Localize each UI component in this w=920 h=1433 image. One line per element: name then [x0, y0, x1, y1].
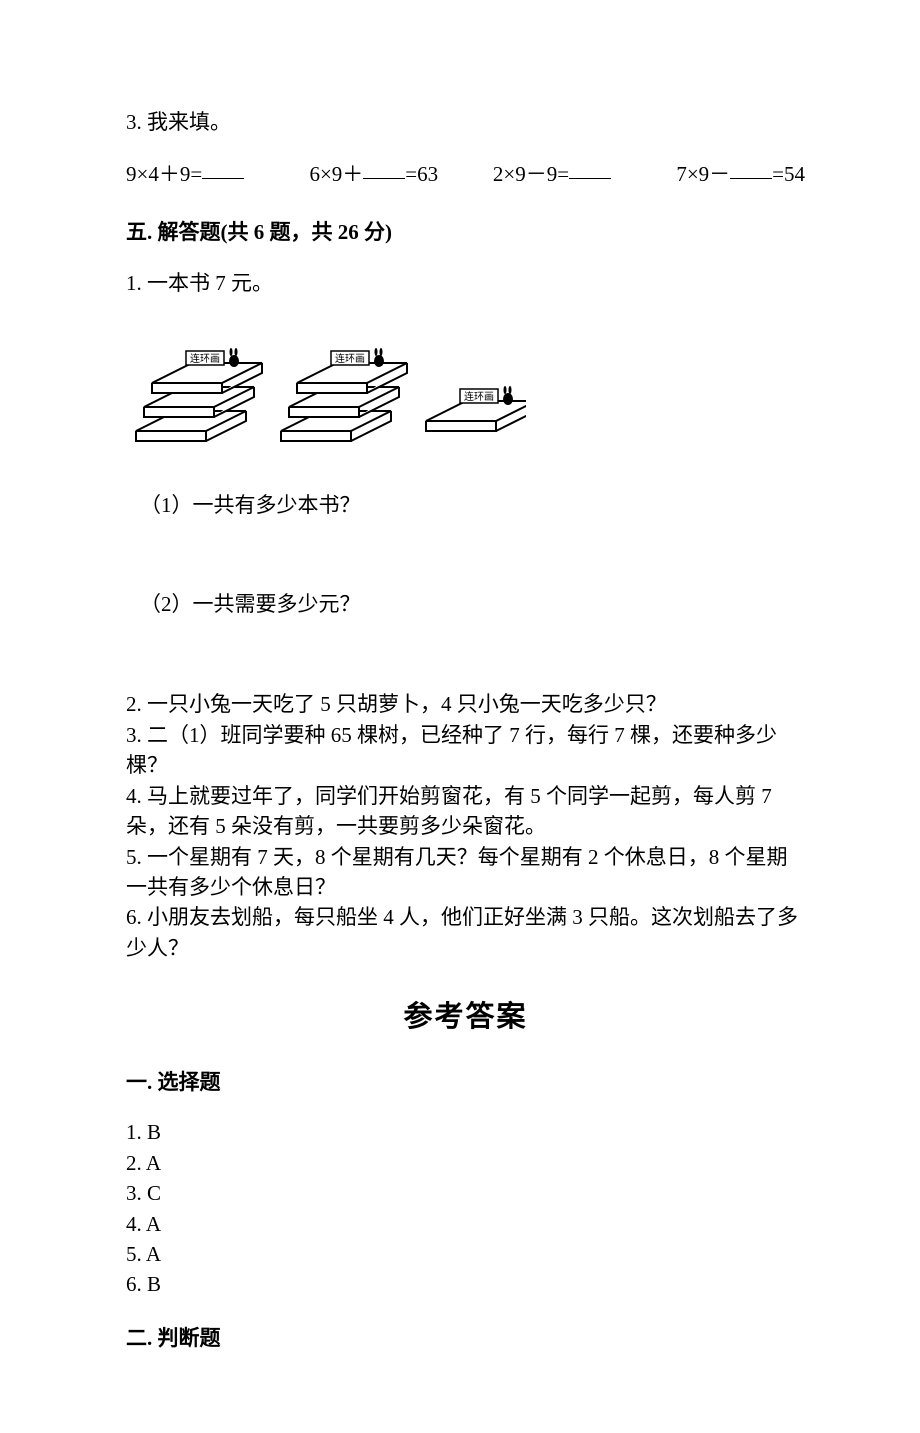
blank-2[interactable]: [363, 157, 405, 179]
section-5-heading: 五. 解答题(共 6 题，共 26 分): [126, 218, 805, 247]
spacer: [126, 1300, 805, 1306]
answers-sec1-list: 1. B 2. A 3. C 4. A 5. A 6. B: [126, 1117, 805, 1300]
document-page: 3. 我来填。 9×4＋9= 6×9＋ =63 2×9－9= 7×9－ =54 五.…: [0, 0, 920, 1433]
equations-row: 9×4＋9= 6×9＋ =63 2×9－9= 7×9－ =54: [126, 159, 805, 189]
answers-sec1-heading: 一. 选择题: [126, 1068, 805, 1097]
eq1-text: 9×4＋9=: [126, 162, 202, 186]
book-label-2: 连环画: [335, 352, 365, 365]
s5-q2: 2. 一只小兔一天吃了 5 只胡萝卜，4 只小兔一天吃多少只？: [126, 689, 805, 719]
equation-4: 7×9－ =54: [676, 159, 805, 189]
ans-5: 5. A: [126, 1239, 805, 1269]
equation-3: 2×9－9=: [493, 159, 676, 189]
blank-4[interactable]: [730, 157, 772, 179]
eq2-pre: 6×9＋: [309, 162, 363, 186]
s5-q3: 3. 二（1）班同学要种 65 棵树，已经种了 7 行，每行 7 棵，还要种多少…: [126, 720, 805, 781]
s5-q1-sub1: （1）一共有多少本书？: [140, 491, 805, 520]
s5-questions-block: 2. 一只小兔一天吃了 5 只胡萝卜，4 只小兔一天吃多少只？ 3. 二（1）班…: [126, 689, 805, 963]
question-3-label: 3. 我来填。: [126, 108, 805, 137]
s5-q6: 6. 小朋友去划船，每只船坐 4 人，他们正好坐满 3 只船。这次划船去了多少人…: [126, 902, 805, 963]
equation-2: 6×9＋ =63: [309, 159, 492, 189]
ans-6: 6. B: [126, 1269, 805, 1299]
ans-3: 3. C: [126, 1178, 805, 1208]
answers-title: 参考答案: [126, 997, 805, 1038]
eq3-text: 2×9－9=: [493, 162, 569, 186]
s5-q5: 5. 一个星期有 7 天，8 个星期有几天？每个星期有 2 个休息日，8 个星期…: [126, 842, 805, 903]
book-label-1: 连环画: [190, 352, 220, 365]
book-label-3: 连环画: [464, 390, 494, 403]
ans-2: 2. A: [126, 1148, 805, 1178]
ans-4: 4. A: [126, 1209, 805, 1239]
eq4-post: =54: [772, 162, 805, 186]
blank-1[interactable]: [202, 157, 244, 179]
books-figure: 连环画: [126, 321, 805, 461]
answers-sec2-heading: 二. 判断题: [126, 1324, 805, 1353]
book-stack-3: 连环画: [426, 386, 526, 431]
eq2-post: =63: [405, 162, 438, 186]
s5-q1-sub2: （2）一共需要多少元？: [140, 590, 805, 619]
books-svg: 连环画: [126, 321, 526, 461]
book-stack-1: 连环画: [136, 348, 262, 441]
s5-q4: 4. 马上就要过年了，同学们开始剪窗花，有 5 个同学一起剪，每人剪 7 朵，还…: [126, 781, 805, 842]
ans-1: 1. B: [126, 1117, 805, 1147]
blank-3[interactable]: [569, 157, 611, 179]
book-stack-2: 连环画: [281, 348, 407, 441]
equation-1: 9×4＋9=: [126, 159, 309, 189]
eq4-pre: 7×9－: [676, 162, 730, 186]
s5-q1-intro: 1. 一本书 7 元。: [126, 269, 805, 298]
